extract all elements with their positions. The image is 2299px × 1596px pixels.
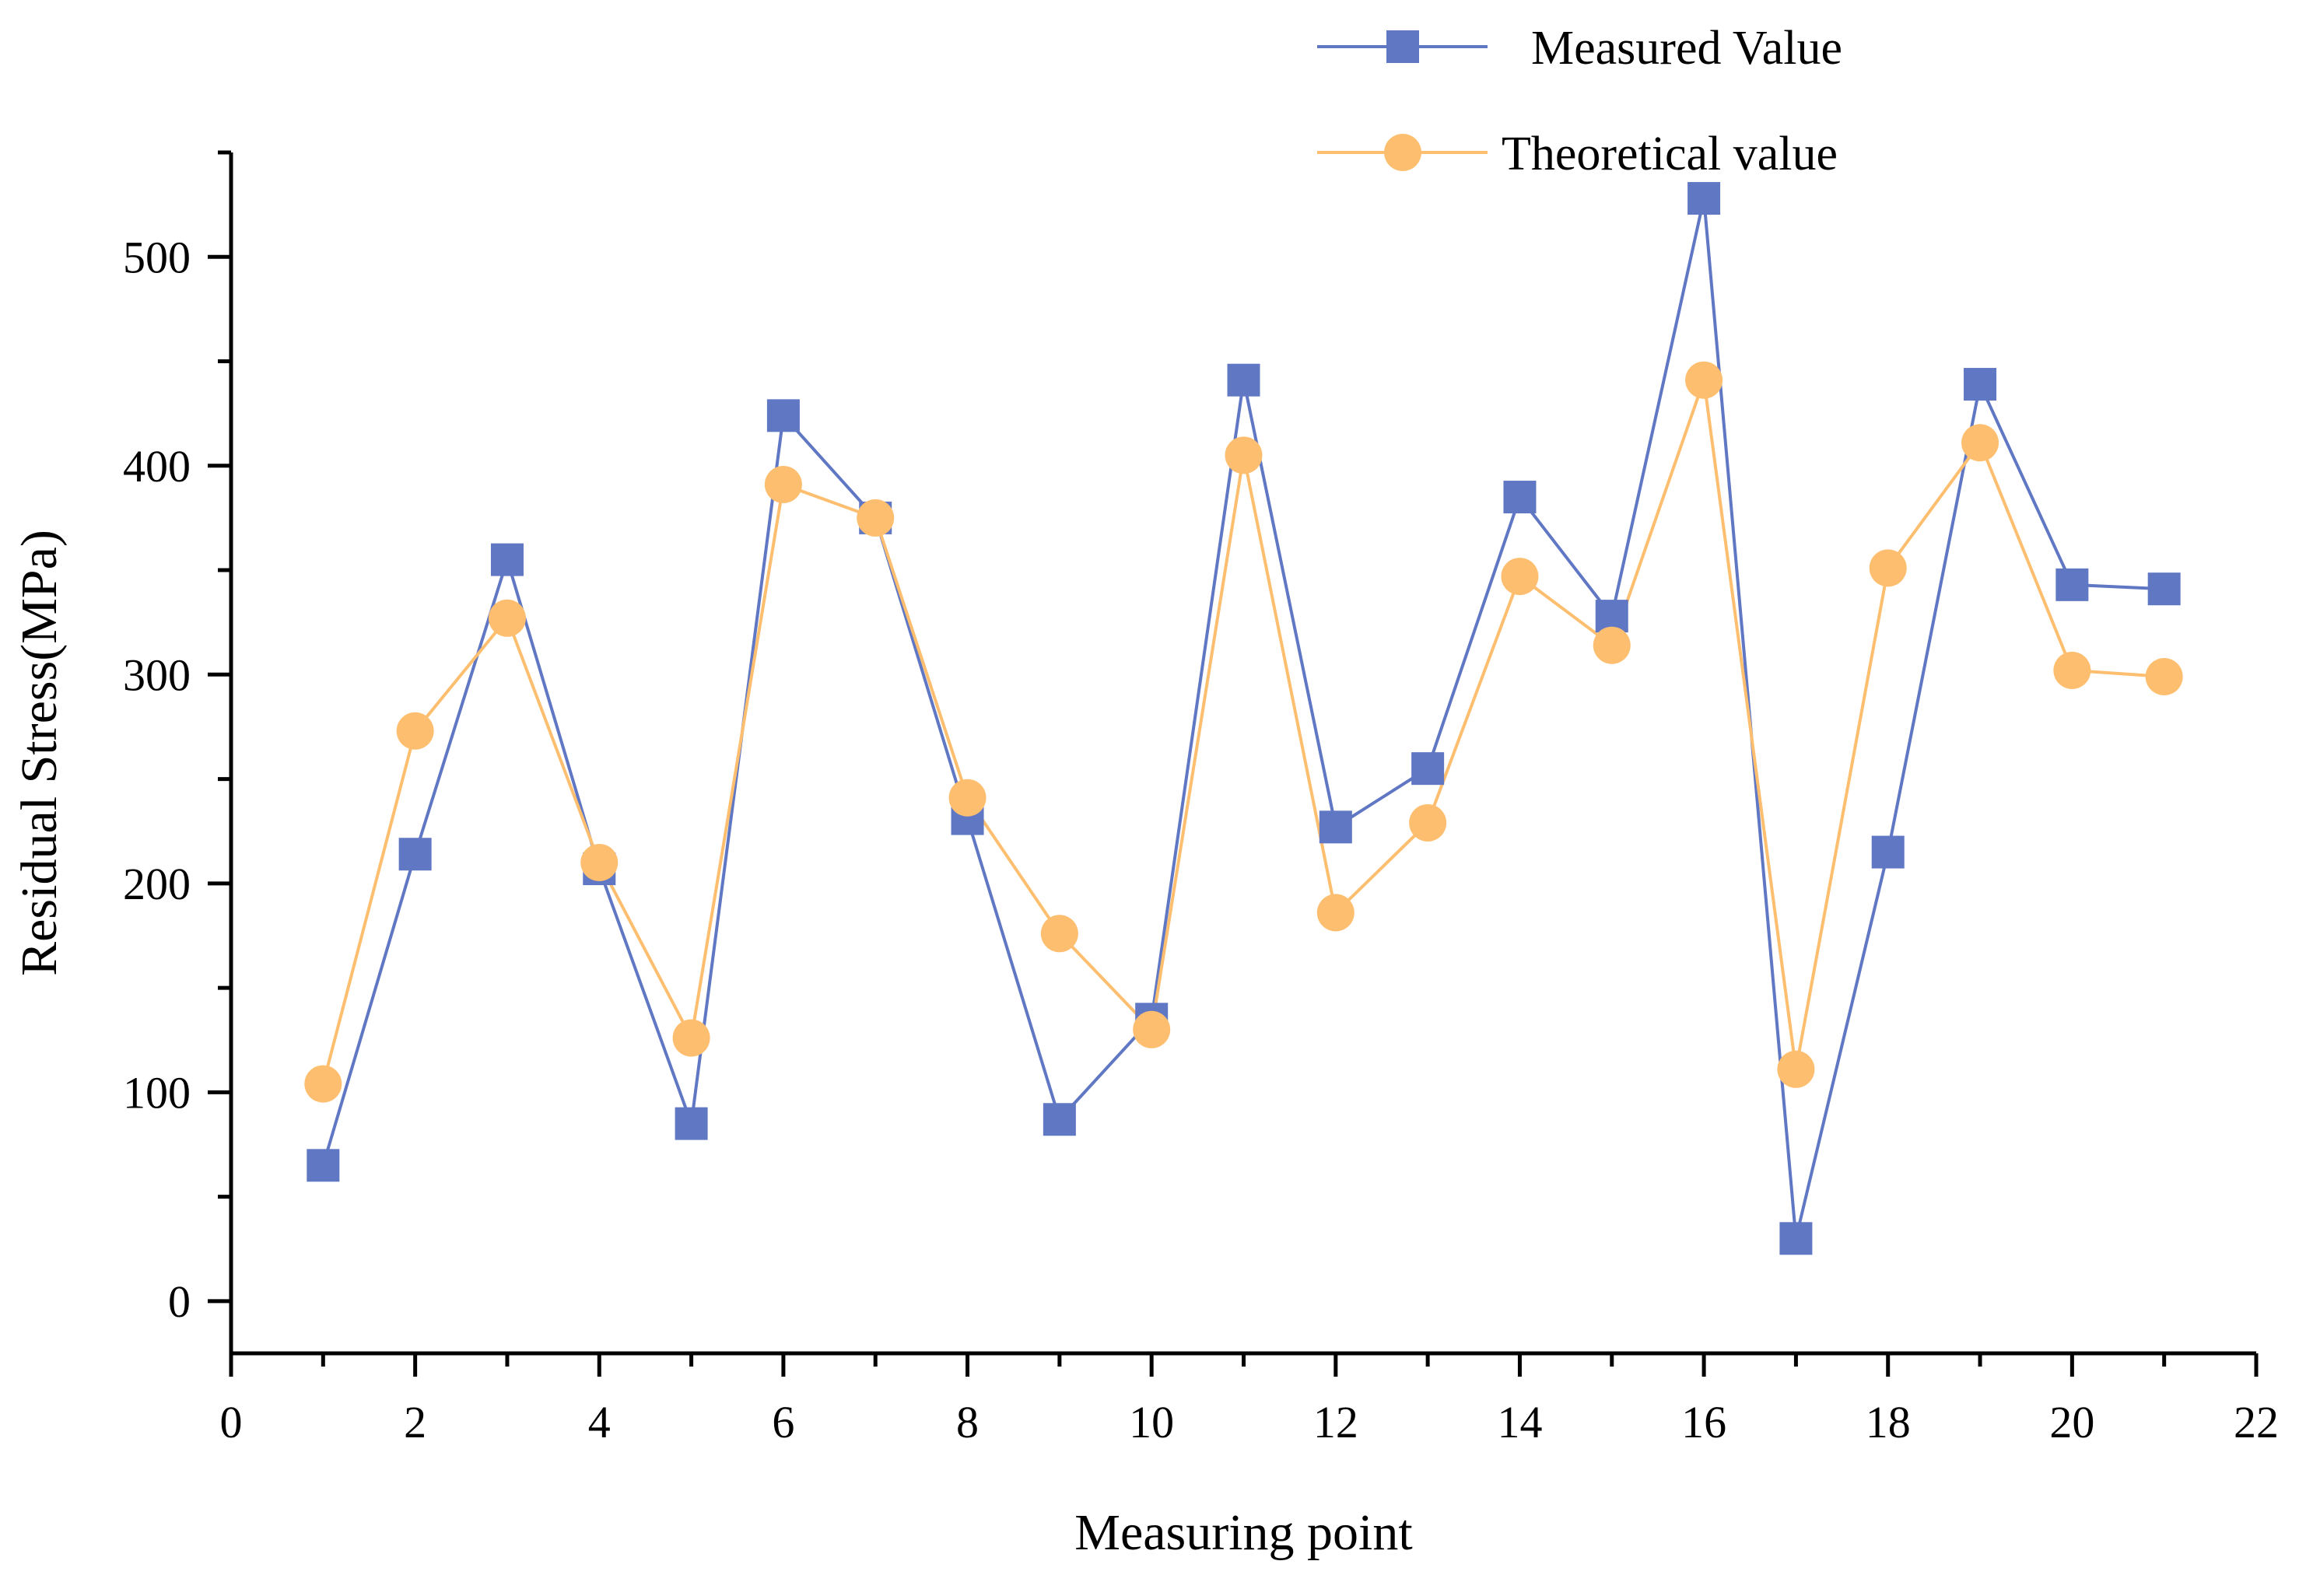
theoretical-point <box>1869 549 1907 587</box>
x-tick-label: 8 <box>956 1397 979 1447</box>
measured-point <box>2147 572 2181 606</box>
measured-point <box>1319 810 1352 844</box>
measured-point <box>398 838 432 871</box>
theoretical-point <box>488 599 526 637</box>
theoretical-point <box>580 843 619 881</box>
measured-point <box>1964 368 1997 401</box>
legend-item-1: Measured Value <box>1317 22 1842 75</box>
measured-point <box>766 399 800 432</box>
theoretical-point <box>396 712 434 750</box>
y-tick-label: 200 <box>123 859 191 909</box>
x-tick-label: 12 <box>1313 1397 1358 1447</box>
measured-point <box>1687 182 1721 215</box>
x-tick-label: 4 <box>588 1397 611 1447</box>
measured-point <box>2055 568 2089 601</box>
measured-point <box>1227 363 1260 397</box>
theoretical-point <box>857 499 895 537</box>
theoretical-point <box>1593 626 1631 664</box>
y-tick-label: 400 <box>123 441 191 492</box>
y-tick-label: 300 <box>123 649 191 700</box>
theoretical-point <box>1316 894 1355 932</box>
measured-point <box>1043 1103 1076 1136</box>
x-tick-label: 16 <box>1681 1397 1726 1447</box>
theoretical-point <box>1225 436 1263 474</box>
measured-point <box>1411 752 1445 786</box>
x-tick-label: 22 <box>2234 1397 2279 1447</box>
legend-label: Theoretical value <box>1502 128 1838 180</box>
y-tick-label: 100 <box>123 1067 191 1118</box>
x-axis-title: Measuring point <box>1074 1504 1412 1561</box>
legend-circle-marker <box>1384 134 1421 171</box>
measured-point <box>1779 1222 1813 1255</box>
theoretical-point <box>1133 1010 1171 1048</box>
x-tick-label: 10 <box>1129 1397 1174 1447</box>
plot-markers <box>304 182 2183 1255</box>
series-line-1 <box>321 198 2164 1239</box>
theoretical-point <box>2145 657 2183 695</box>
theoretical-point <box>948 779 987 817</box>
y-tick-label: 0 <box>168 1276 191 1327</box>
x-tick-label: 14 <box>1497 1397 1542 1447</box>
x-tick-label: 2 <box>404 1397 426 1447</box>
legend-square-marker <box>1386 30 1419 63</box>
theoretical-point <box>304 1065 342 1103</box>
theoretical-point <box>1961 424 1999 462</box>
axes: 0 2 4 6 8 10 12 14 16 18 20 22 0 100 200 300 400 500 <box>123 150 2279 1447</box>
measured-point <box>307 1149 340 1182</box>
series-line-2 <box>321 380 2164 1085</box>
theoretical-point <box>672 1019 710 1057</box>
measured-point <box>1503 481 1537 514</box>
theoretical-point <box>1501 558 1539 596</box>
x-tick-label: 0 <box>220 1397 243 1447</box>
x-tick-label: 6 <box>772 1397 794 1447</box>
measured-point <box>675 1107 708 1140</box>
x-tick-label: 20 <box>2049 1397 2094 1447</box>
legend: Measured Value Theoretical value <box>1317 22 1842 180</box>
theoretical-point <box>2053 651 2091 689</box>
theoretical-point <box>1685 361 1723 399</box>
legend-label: Measured Value <box>1531 22 1842 75</box>
measured-point <box>1871 835 1905 869</box>
y-tick-label: 500 <box>123 232 191 282</box>
legend-item-2: Theoretical value <box>1317 128 1838 180</box>
theoretical-point <box>1409 803 1447 842</box>
theoretical-point <box>1040 915 1078 953</box>
x-tick-label: 18 <box>1866 1397 1911 1447</box>
theoretical-point <box>1777 1050 1815 1088</box>
measured-point <box>490 543 524 576</box>
y-axis-title: Residual Stress(MPa) <box>11 530 68 976</box>
theoretical-point <box>764 465 802 503</box>
plot-lines <box>321 198 2164 1239</box>
